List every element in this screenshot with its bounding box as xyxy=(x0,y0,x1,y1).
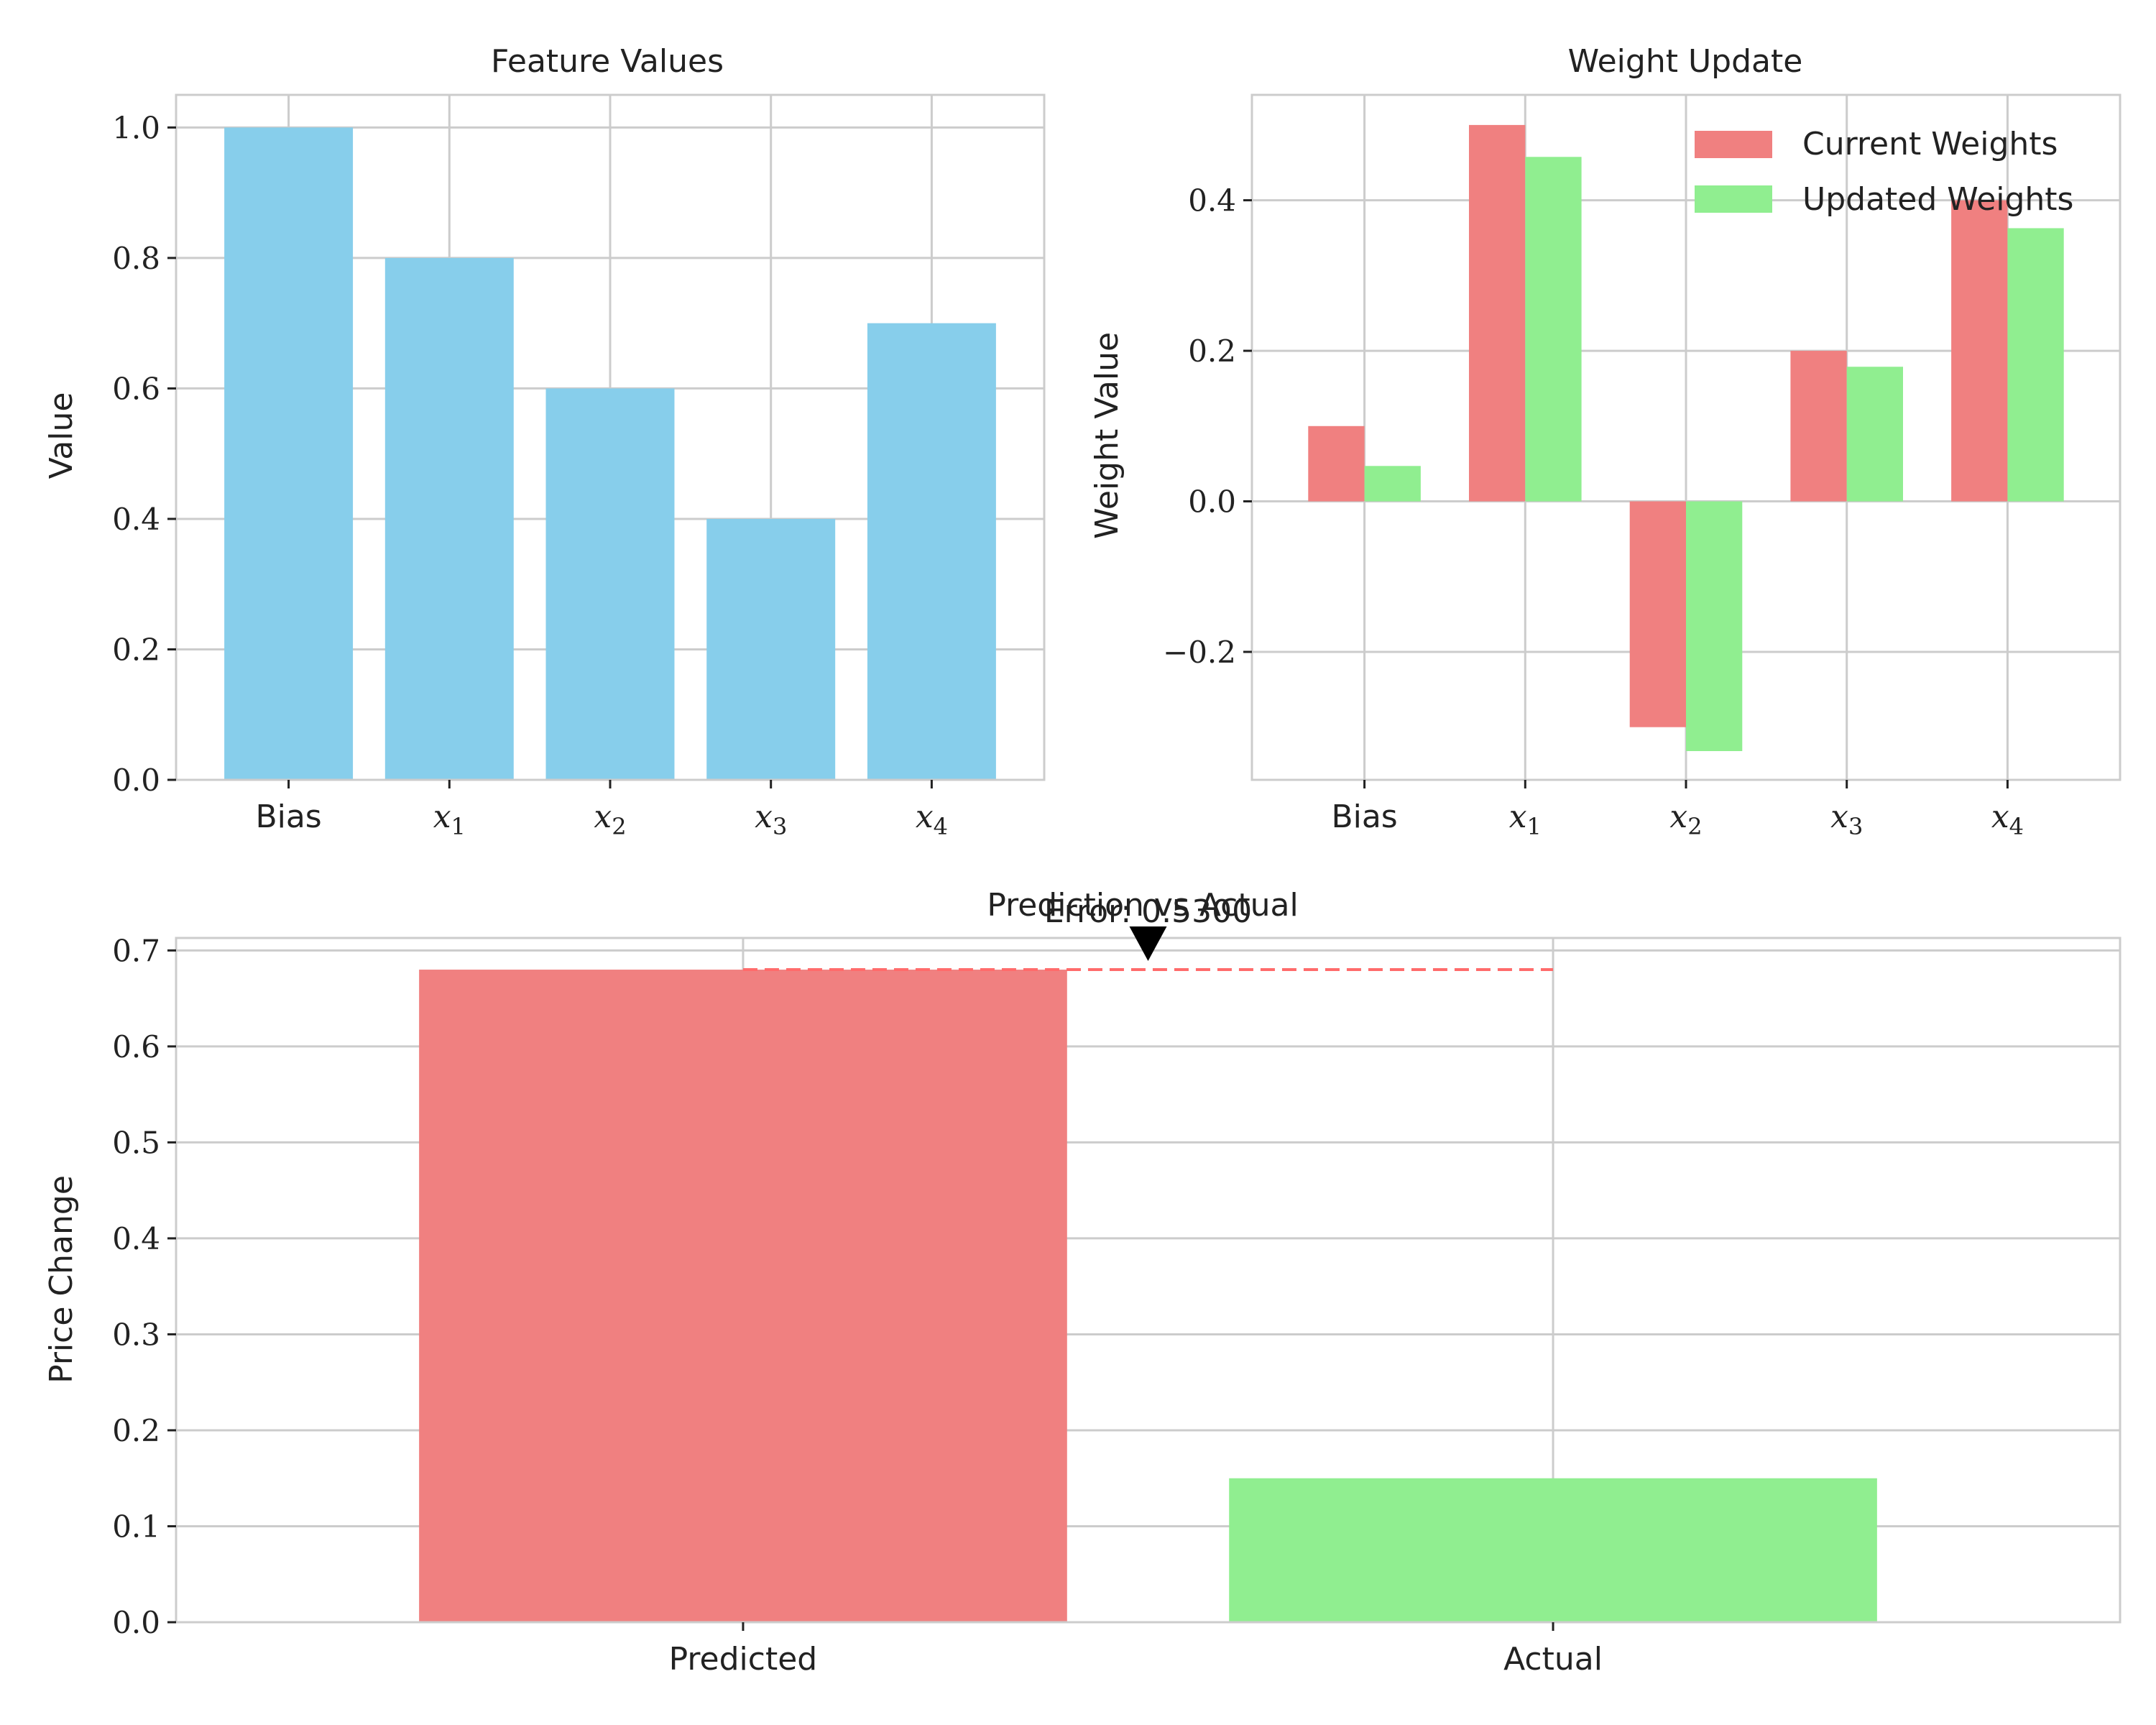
weight-update-bars xyxy=(1308,124,2064,751)
x3-bar xyxy=(706,518,836,780)
x-tick-label: x4 xyxy=(1991,799,2024,840)
legend-swatch-updated xyxy=(1695,185,1772,213)
weight-update-title: Weight Update xyxy=(1568,43,1803,80)
y-tick-label: 0.0 xyxy=(112,763,160,798)
x-tick-label: x2 xyxy=(1669,799,1702,840)
bias-bar xyxy=(224,127,354,780)
x-tick-label: Bias xyxy=(1331,799,1397,835)
feature-values-y-ticks: 0.0 0.2 0.4 0.6 0.8 1.0 xyxy=(112,110,176,798)
x-tick-label: Actual xyxy=(1503,1641,1603,1678)
actual-bar xyxy=(1229,1478,1877,1622)
current-weight-bar-x2 xyxy=(1629,501,1686,727)
feature-values-x-ticks: Bias x1 x2 x3 x4 xyxy=(255,780,948,840)
weight-update-chart: Weight Update Weight Value −0.2 0.0 0.2 0.4… xyxy=(1089,43,2122,840)
prediction-title: Prediction vs Actual xyxy=(987,887,1298,924)
x-tick-label: x1 xyxy=(1509,799,1542,840)
feature-values-chart: Feature Values Value 0.00.20.40.60.81.0 … xyxy=(43,43,1046,840)
y-tick-label: 0.8 xyxy=(112,241,160,276)
current-weight-bar-x3 xyxy=(1790,351,1847,502)
y-tick-label: 0.0 xyxy=(1188,484,1236,520)
current-weight-bar-bias xyxy=(1308,426,1365,502)
updated-weight-bar-x3 xyxy=(1846,367,1903,502)
prediction-y-ticks: 0.0 0.1 0.2 0.3 0.4 0.5 0.6 0.7 xyxy=(112,933,176,1640)
prediction-vs-actual-chart: Prediction vs Actual Price Change 0.0 0.1… xyxy=(43,887,2122,1678)
weight-update-legend: Current Weights Updated Weights xyxy=(1695,126,2073,218)
feature-values-bars xyxy=(224,127,996,781)
x2-bar xyxy=(545,388,675,780)
current-weight-bar-x4 xyxy=(1951,200,2008,502)
prediction-bars xyxy=(419,970,1877,1622)
prediction-ylabel: Price Change xyxy=(43,1175,80,1384)
weight-update-y-ticks: −0.2 0.0 0.2 0.4 xyxy=(1163,183,1252,670)
x-tick-label: Predicted xyxy=(669,1641,818,1678)
legend-label-updated: Updated Weights xyxy=(1802,181,2073,218)
predicted-bar xyxy=(419,970,1067,1622)
x-tick-label: x1 xyxy=(433,799,466,840)
y-tick-label: 0.6 xyxy=(112,371,160,406)
updated-weight-bar-bias xyxy=(1364,466,1421,502)
x-tick-label: x3 xyxy=(1830,799,1863,840)
y-tick-label: 0.4 xyxy=(112,1221,160,1256)
error-annotation: Error: 0.5300 xyxy=(1044,893,1252,930)
y-tick-label: 0.5 xyxy=(112,1125,160,1160)
x-tick-label: x4 xyxy=(916,799,948,840)
y-tick-label: 0.1 xyxy=(112,1509,160,1544)
legend-label-current: Current Weights xyxy=(1802,126,2058,162)
updated-weight-bar-x1 xyxy=(1525,157,1582,502)
y-tick-label: −0.2 xyxy=(1163,635,1236,670)
y-tick-label: 0.2 xyxy=(112,632,160,667)
x-tick-label: x3 xyxy=(755,799,787,840)
legend-swatch-current xyxy=(1695,131,1772,158)
x-tick-label: x2 xyxy=(594,799,626,840)
feature-values-title: Feature Values xyxy=(491,43,724,80)
y-tick-label: 1.0 xyxy=(112,110,160,145)
y-tick-label: 0.4 xyxy=(1188,183,1236,218)
feature-values-ylabel: Value xyxy=(43,392,80,479)
x-tick-label: Bias xyxy=(255,799,321,835)
y-tick-label: 0.2 xyxy=(112,1413,160,1448)
y-tick-label: 0.3 xyxy=(112,1317,160,1352)
y-tick-label: 0.6 xyxy=(112,1029,160,1064)
updated-weight-bar-x2 xyxy=(1686,501,1743,751)
weight-update-ylabel: Weight Value xyxy=(1089,332,1125,539)
prediction-x-ticks: Predicted Actual xyxy=(669,1622,1603,1678)
y-tick-label: 0.0 xyxy=(112,1605,160,1640)
weight-update-x-ticks: Bias x1 x2 x3 x4 xyxy=(1331,780,2024,840)
y-tick-label: 0.4 xyxy=(112,502,160,537)
x4-bar xyxy=(867,323,996,781)
current-weight-bar-x1 xyxy=(1469,124,1526,502)
y-tick-label: 0.7 xyxy=(112,933,160,968)
error-arrow-icon xyxy=(1129,926,1167,962)
y-tick-label: 0.2 xyxy=(1188,334,1236,369)
x1-bar xyxy=(384,257,514,780)
updated-weight-bar-x4 xyxy=(2007,228,2064,502)
